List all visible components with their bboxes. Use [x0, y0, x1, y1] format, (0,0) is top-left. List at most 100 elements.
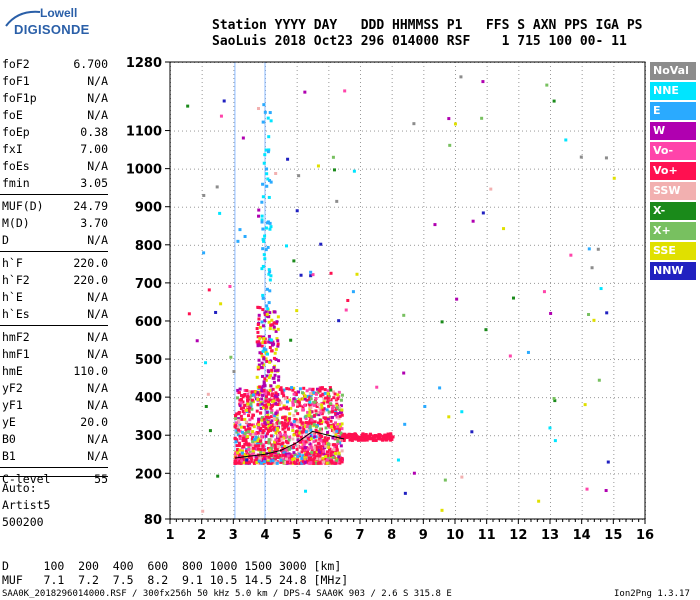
- echo-point: [236, 451, 240, 455]
- grid-dot: [290, 206, 291, 208]
- grid-dot: [198, 130, 199, 132]
- echo-point: [320, 420, 324, 424]
- grid-dot: [233, 478, 235, 479]
- grid-dot: [296, 194, 298, 195]
- grid-dot: [581, 342, 583, 343]
- echo-point: [314, 450, 318, 454]
- grid-dot: [542, 206, 543, 208]
- grid-dot: [201, 498, 203, 499]
- param-value: 220.0: [73, 273, 108, 287]
- grid-dot: [354, 359, 355, 361]
- grid-dot: [328, 266, 330, 267]
- grid-dot: [360, 78, 361, 79]
- grid-dot: [423, 386, 425, 387]
- logo-swoosh-icon: [5, 10, 41, 27]
- grid-dot: [581, 102, 583, 103]
- grid-dot: [391, 510, 393, 511]
- grid-dot: [486, 278, 488, 279]
- grid-dot: [328, 242, 330, 243]
- grid-dot: [613, 318, 615, 319]
- grid-dot: [455, 178, 456, 179]
- grid-dot: [423, 90, 425, 91]
- echo-point: [335, 404, 339, 408]
- grid-dot: [206, 397, 207, 399]
- grid-dot: [233, 310, 235, 311]
- echo-point: [322, 401, 326, 405]
- grid-dot: [502, 435, 503, 437]
- grid-dot: [518, 198, 520, 199]
- echo-point: [260, 416, 264, 420]
- echo-point: [338, 405, 342, 409]
- echo-point: [310, 402, 314, 406]
- grid-dot: [518, 434, 520, 435]
- echo-point: [325, 461, 329, 465]
- echo-point: [251, 430, 255, 434]
- grid-dot: [438, 473, 439, 475]
- grid-dot: [581, 126, 583, 127]
- grid-dot: [462, 435, 463, 437]
- grid-dot: [328, 294, 330, 295]
- grid-dot: [634, 359, 635, 361]
- grid-dot: [478, 359, 479, 361]
- echo-point: [287, 447, 291, 451]
- grid-dot: [534, 244, 535, 246]
- grid-dot: [514, 320, 515, 322]
- echo-point: [324, 444, 328, 448]
- grid-dot: [486, 470, 488, 471]
- grid-dot: [296, 302, 298, 303]
- grid-dot: [486, 342, 488, 343]
- grid-dot: [550, 330, 551, 331]
- param-name: yF2: [2, 381, 23, 395]
- grid-dot: [182, 282, 183, 284]
- grid-dot: [550, 418, 551, 419]
- echo-point: [259, 401, 263, 405]
- grid-dot: [581, 130, 583, 131]
- grid-dot: [378, 282, 379, 284]
- grid-dot: [198, 168, 199, 170]
- grid-dot: [550, 430, 551, 431]
- grid-dot: [201, 282, 203, 283]
- grid-dot: [434, 320, 435, 322]
- grid-dot: [198, 359, 199, 361]
- grid-dot: [310, 168, 311, 170]
- grid-dot: [474, 206, 475, 208]
- grid-dot: [391, 274, 393, 275]
- grid-dot: [233, 234, 235, 235]
- echo-point: [317, 455, 321, 459]
- grid-dot: [318, 473, 319, 475]
- grid-dot: [222, 473, 223, 475]
- grid-dot: [360, 510, 361, 511]
- echo-point: [339, 435, 343, 439]
- grid-dot: [455, 114, 456, 115]
- grid-dot: [182, 359, 183, 361]
- echo-point: [298, 461, 302, 465]
- grid-dot: [455, 218, 456, 219]
- grid-dot: [506, 397, 507, 399]
- echo-point: [284, 448, 288, 452]
- grid-dot: [506, 130, 507, 132]
- grid-dot: [423, 186, 425, 187]
- echo-point: [237, 458, 241, 462]
- grid-dot: [550, 154, 551, 155]
- echo-point: [278, 453, 282, 457]
- grid-dot: [518, 402, 520, 403]
- param-row: fxI 7.00: [2, 142, 108, 159]
- grid-dot: [282, 244, 283, 246]
- grid-dot: [296, 146, 298, 147]
- echo-point: [369, 437, 373, 441]
- echo-point: [248, 427, 252, 431]
- grid-dot: [346, 282, 347, 284]
- grid-dot: [198, 435, 199, 437]
- grid-dot: [233, 470, 235, 471]
- echo-point: [322, 399, 326, 403]
- grid-dot: [378, 320, 379, 322]
- grid-dot: [296, 318, 298, 319]
- grid-dot: [201, 142, 203, 143]
- grid-dot: [423, 398, 425, 399]
- grid-dot: [450, 397, 451, 399]
- echo-point: [257, 444, 261, 448]
- param-name: D: [2, 233, 9, 247]
- grid-dot: [386, 130, 387, 132]
- grid-dot: [174, 206, 175, 208]
- grid-dot: [360, 466, 361, 467]
